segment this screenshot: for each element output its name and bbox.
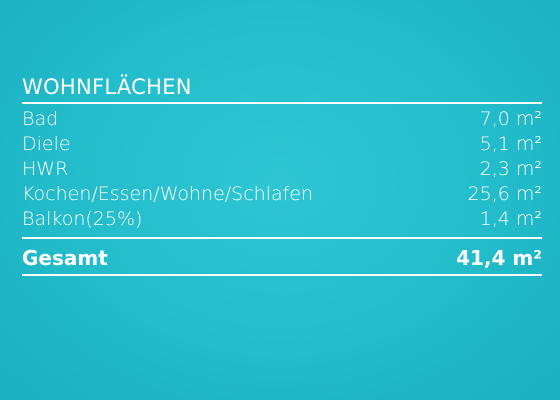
room-label: Diele bbox=[22, 133, 71, 155]
total-row: Gesamt 41,4 m² bbox=[22, 239, 542, 276]
room-label: HWR bbox=[22, 158, 69, 180]
room-row-bad: Bad 7,0 m² bbox=[22, 107, 542, 132]
room-area: 1,4 m² bbox=[479, 208, 542, 230]
room-list: Bad 7,0 m² Diele 5,1 m² HWR 2,3 m² Koche… bbox=[22, 104, 542, 239]
room-row-kochen-essen-wohnen-schlafen: Kochen/Essen/Wohne/Schlafen 25,6 m² bbox=[22, 182, 542, 207]
room-row-diele: Diele 5,1 m² bbox=[22, 132, 542, 157]
room-area: 25,6 m² bbox=[467, 183, 542, 205]
total-area: 41,4 m² bbox=[456, 246, 542, 270]
room-label: Bad bbox=[22, 108, 59, 130]
room-row-balkon: Balkon(25%) 1,4 m² bbox=[22, 207, 542, 232]
total-label: Gesamt bbox=[22, 246, 108, 270]
room-label: Balkon(25%) bbox=[22, 208, 143, 230]
table-heading: WOHNFLÄCHEN bbox=[22, 74, 542, 104]
room-row-hwr: HWR 2,3 m² bbox=[22, 157, 542, 182]
living-area-table: WOHNFLÄCHEN Bad 7,0 m² Diele 5,1 m² HWR … bbox=[22, 74, 542, 276]
room-area: 7,0 m² bbox=[479, 108, 542, 130]
room-area: 2,3 m² bbox=[479, 158, 542, 180]
room-label: Kochen/Essen/Wohne/Schlafen bbox=[22, 183, 314, 205]
room-area: 5,1 m² bbox=[479, 133, 542, 155]
